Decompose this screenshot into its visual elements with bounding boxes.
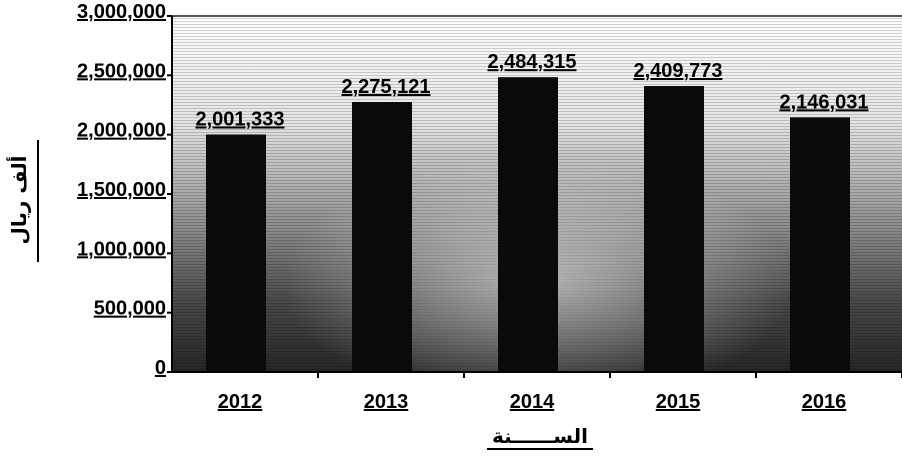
y-axis-title: ألف ريال: [5, 155, 31, 244]
data-label-2015: 2,409,773: [634, 60, 723, 82]
y-tick-label: 2,000,000: [77, 120, 166, 142]
y-tick-label: 2,500,000: [77, 60, 166, 82]
y-tick-label: 1,500,000: [77, 179, 166, 201]
x-axis-title-group: الســــــنة: [487, 424, 593, 449]
x-tick-label-2016: 2016: [802, 391, 847, 413]
x-tick-labels: 2012 2013 2014 2015 2016: [218, 372, 902, 413]
bar-2012: [206, 135, 266, 372]
data-label-2016: 2,146,031: [780, 91, 869, 113]
bar-2013: [352, 102, 412, 372]
x-tick-label-2014: 2014: [510, 391, 555, 413]
x-tick-label-2013: 2013: [364, 391, 409, 413]
bar-2015: [644, 86, 704, 372]
x-axis-title: الســــــنة: [492, 424, 588, 448]
y-tick-label: 1,000,000: [77, 238, 166, 260]
x-tick-label-2012: 2012: [218, 391, 263, 413]
data-label-2012: 2,001,333: [196, 109, 285, 131]
y-axis-title-group: ألف ريال: [5, 140, 38, 262]
data-label-2013: 2,275,121: [342, 76, 431, 98]
y-tick-label: 500,000: [94, 298, 166, 320]
y-tick-label: 3,000,000: [77, 1, 166, 23]
y-tick-label: 0: [155, 357, 166, 379]
data-label-2014: 2,484,315: [488, 51, 577, 73]
bar-2014: [498, 77, 558, 372]
y-tick-labels: 0 500,000 1,000,000 1,500,000 2,000,000 2,500…: [77, 1, 172, 379]
bar-2016: [790, 117, 850, 372]
x-tick-label-2015: 2015: [656, 391, 701, 413]
